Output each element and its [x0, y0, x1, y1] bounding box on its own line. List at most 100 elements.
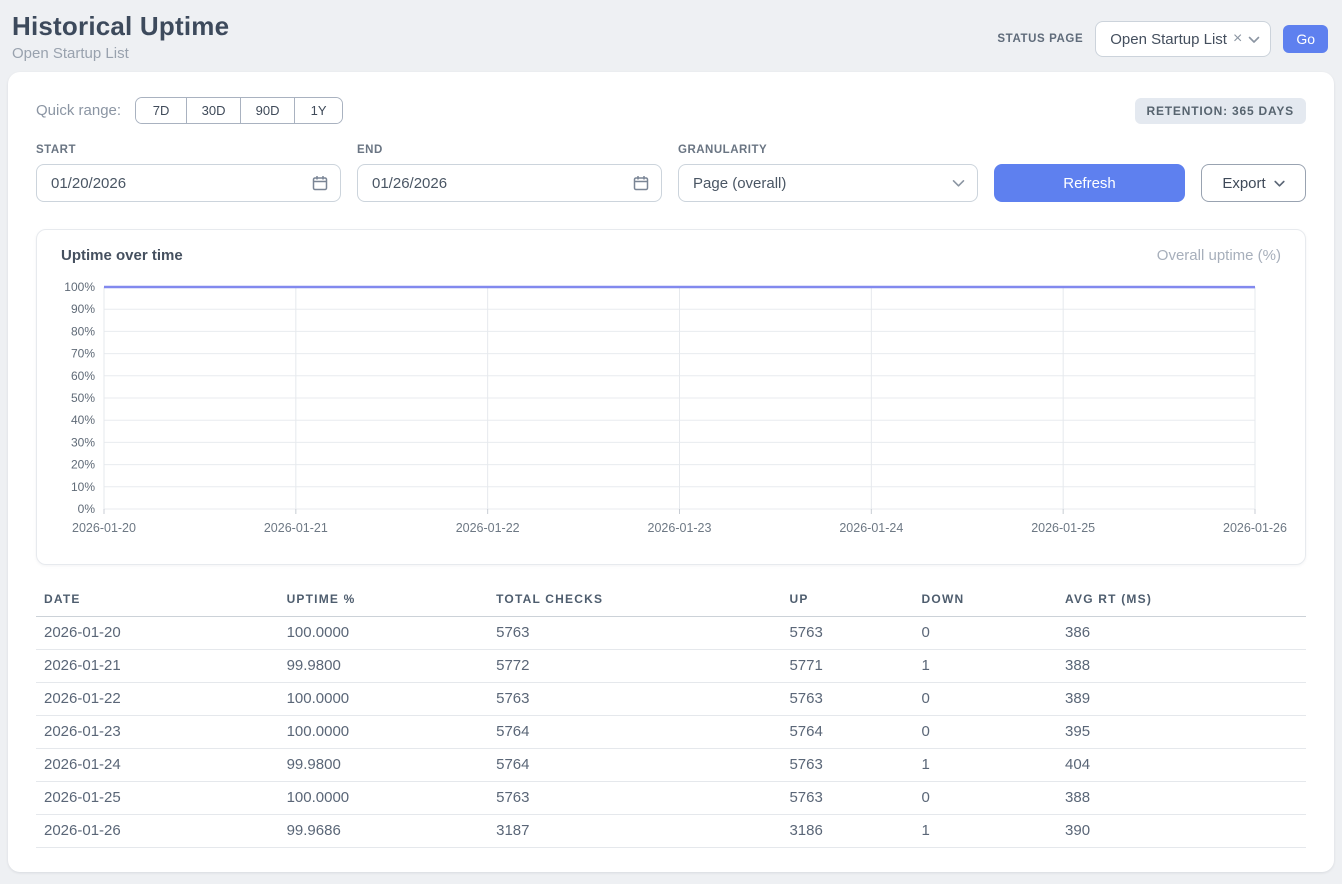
column-header-total-checks: TOTAL CHECKS: [488, 586, 781, 617]
table-cell: 0: [914, 716, 1058, 749]
table-cell: 5771: [781, 650, 913, 683]
table-cell: 2026-01-20: [36, 617, 279, 650]
uptime-chart-card: Uptime over time Overall uptime (%) 0%10…: [36, 229, 1306, 565]
granularity-selected-value: Page (overall): [693, 175, 786, 192]
svg-text:50%: 50%: [71, 391, 95, 405]
table-cell: 5764: [781, 716, 913, 749]
calendar-icon[interactable]: [312, 175, 328, 191]
quick-range-7d-button[interactable]: 7D: [136, 98, 186, 123]
column-header-down: DOWN: [914, 586, 1058, 617]
quick-range-label: Quick range:: [36, 102, 121, 119]
table-cell: 0: [914, 782, 1058, 815]
svg-text:2026-01-21: 2026-01-21: [264, 521, 328, 535]
table-row: 2026-01-2699.9686318731861390: [36, 815, 1306, 848]
granularity-select[interactable]: Page (overall): [678, 164, 978, 202]
svg-text:90%: 90%: [71, 302, 95, 316]
status-page-selected-value: Open Startup List: [1110, 31, 1227, 48]
table-cell: 99.9800: [279, 749, 489, 782]
table-cell: 3187: [488, 815, 781, 848]
table-cell: 5763: [781, 617, 913, 650]
svg-text:10%: 10%: [71, 480, 95, 494]
title-block: Historical Uptime Open Startup List: [12, 11, 229, 62]
table-cell: 100.0000: [279, 683, 489, 716]
column-header-uptime: UPTIME %: [279, 586, 489, 617]
start-date-field: START 01/20/2026: [36, 144, 341, 202]
column-header-up: UP: [781, 586, 913, 617]
table-row: 2026-01-20100.0000576357630386: [36, 617, 1306, 650]
chart-legend: Overall uptime (%): [1157, 247, 1281, 264]
table-cell: 5763: [781, 749, 913, 782]
end-date-label: END: [357, 144, 662, 156]
refresh-button[interactable]: Refresh: [994, 164, 1185, 202]
svg-text:100%: 100%: [64, 280, 95, 294]
table-cell: 100.0000: [279, 782, 489, 815]
table-header-row: DATE UPTIME % TOTAL CHECKS UP DOWN AVG R…: [36, 586, 1306, 617]
calendar-icon[interactable]: [633, 175, 649, 191]
table-row: 2026-01-2199.9800577257711388: [36, 650, 1306, 683]
column-header-avg-rt: AVG RT (MS): [1057, 586, 1306, 617]
table-cell: 404: [1057, 749, 1306, 782]
svg-text:80%: 80%: [71, 324, 95, 338]
table-cell: 1: [914, 650, 1058, 683]
svg-text:2026-01-22: 2026-01-22: [456, 521, 520, 535]
svg-text:60%: 60%: [71, 369, 95, 383]
end-date-field: END 01/26/2026: [357, 144, 662, 202]
start-date-value: 01/20/2026: [51, 175, 126, 192]
table-cell: 1: [914, 815, 1058, 848]
filters-row: START 01/20/2026 END 01/26/2026 GRANULAR…: [36, 144, 1306, 202]
table-cell: 5763: [781, 683, 913, 716]
end-date-value: 01/26/2026: [372, 175, 447, 192]
start-date-input[interactable]: 01/20/2026: [36, 164, 341, 202]
table-cell: 2026-01-25: [36, 782, 279, 815]
table-cell: 390: [1057, 815, 1306, 848]
granularity-field: GRANULARITY Page (overall): [678, 144, 978, 202]
granularity-label: GRANULARITY: [678, 144, 978, 156]
table-cell: 0: [914, 683, 1058, 716]
svg-text:40%: 40%: [71, 413, 95, 427]
svg-text:70%: 70%: [71, 347, 95, 361]
table-cell: 2026-01-24: [36, 749, 279, 782]
status-page-select[interactable]: Open Startup List ×: [1095, 21, 1271, 57]
chevron-down-icon: [1274, 175, 1285, 192]
page-subtitle: Open Startup List: [12, 45, 229, 62]
export-button-label: Export: [1222, 175, 1265, 192]
svg-text:2026-01-24: 2026-01-24: [839, 521, 903, 535]
table-cell: 2026-01-21: [36, 650, 279, 683]
table-row: 2026-01-25100.0000576357630388: [36, 782, 1306, 815]
quick-range-1y-button[interactable]: 1Y: [294, 98, 342, 123]
main-card: Quick range: 7D 30D 90D 1Y RETENTION: 36…: [8, 72, 1334, 872]
table-cell: 388: [1057, 650, 1306, 683]
export-button[interactable]: Export: [1201, 164, 1306, 202]
table-cell: 100.0000: [279, 617, 489, 650]
table-cell: 389: [1057, 683, 1306, 716]
quick-range-30d-button[interactable]: 30D: [186, 98, 240, 123]
table-cell: 5763: [781, 782, 913, 815]
status-page-label: STATUS PAGE: [997, 33, 1083, 45]
svg-text:0%: 0%: [78, 502, 96, 516]
retention-badge: RETENTION: 365 DAYS: [1135, 98, 1306, 124]
table-cell: 99.9800: [279, 650, 489, 683]
table-row: 2026-01-2499.9800576457631404: [36, 749, 1306, 782]
uptime-table-body: 2026-01-20100.00005763576303862026-01-21…: [36, 617, 1306, 848]
table-cell: 99.9686: [279, 815, 489, 848]
table-cell: 5763: [488, 782, 781, 815]
chevron-down-icon: [952, 175, 965, 192]
end-date-input[interactable]: 01/26/2026: [357, 164, 662, 202]
table-row: 2026-01-23100.0000576457640395: [36, 716, 1306, 749]
svg-text:2026-01-20: 2026-01-20: [72, 521, 136, 535]
go-button[interactable]: Go: [1283, 25, 1328, 53]
quick-range-group: 7D 30D 90D 1Y: [135, 97, 343, 124]
column-header-date: DATE: [36, 586, 279, 617]
header-right: STATUS PAGE Open Startup List × Go: [997, 21, 1328, 57]
start-date-label: START: [36, 144, 341, 156]
quick-range-row: Quick range: 7D 30D 90D 1Y RETENTION: 36…: [36, 97, 1306, 124]
clear-selection-icon[interactable]: ×: [1233, 31, 1242, 47]
table-cell: 0: [914, 617, 1058, 650]
table-cell: 5764: [488, 716, 781, 749]
quick-range-90d-button[interactable]: 90D: [240, 98, 294, 123]
table-cell: 2026-01-23: [36, 716, 279, 749]
table-cell: 386: [1057, 617, 1306, 650]
table-row: 2026-01-22100.0000576357630389: [36, 683, 1306, 716]
svg-text:30%: 30%: [71, 435, 95, 449]
table-cell: 5764: [488, 749, 781, 782]
